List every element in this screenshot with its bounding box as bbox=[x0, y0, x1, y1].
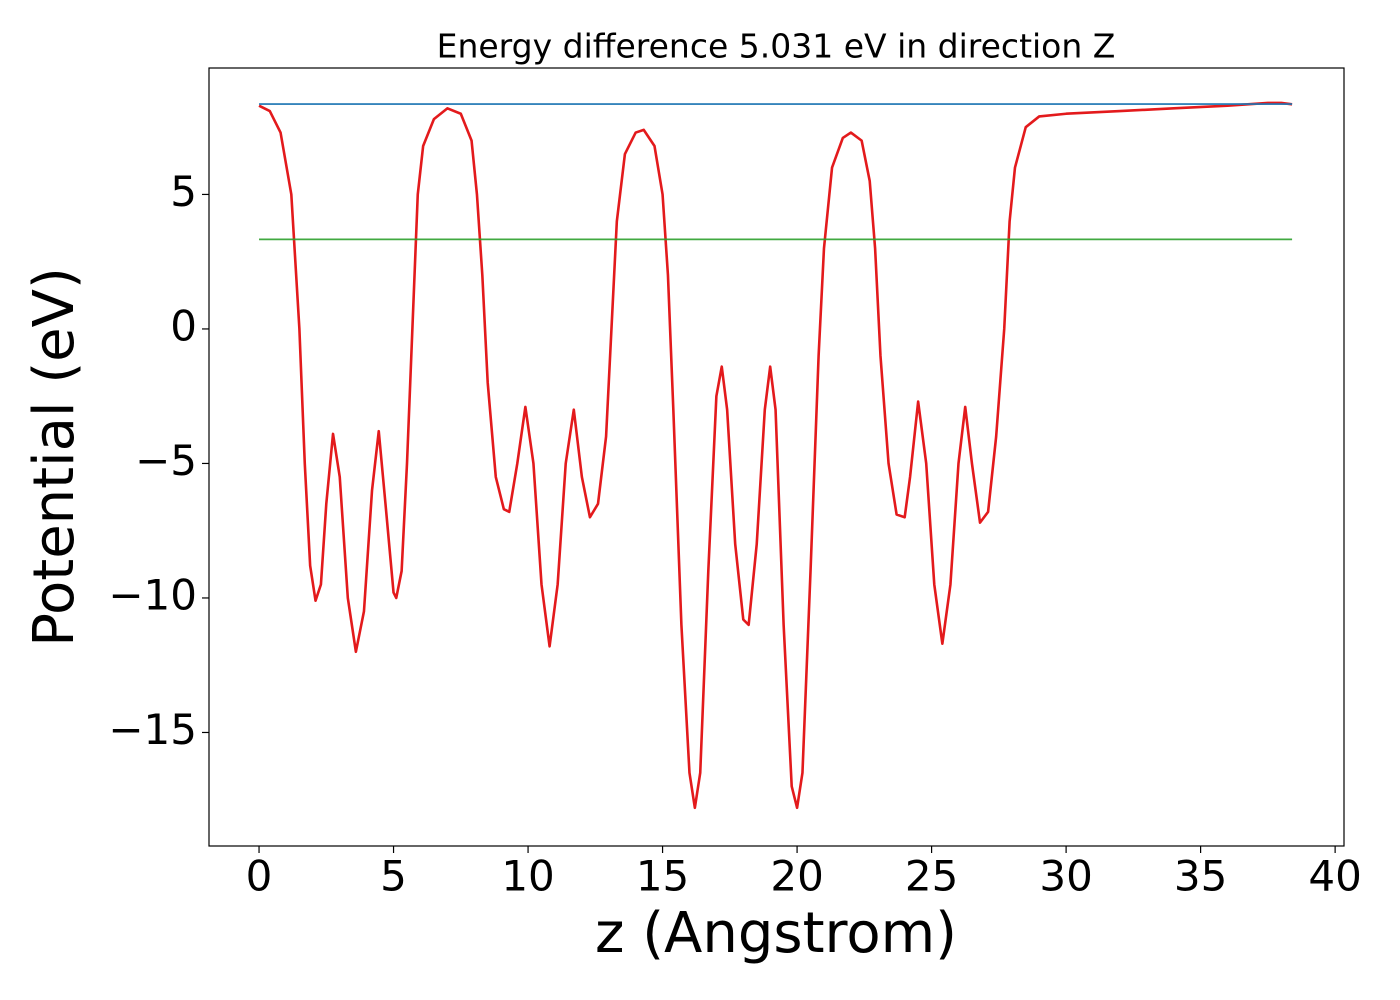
x-tick-label: 40 bbox=[1308, 852, 1361, 901]
y-tick-label: −5 bbox=[135, 436, 197, 485]
y-tick-label: −15 bbox=[108, 705, 197, 754]
x-tick-label: 30 bbox=[1039, 852, 1092, 901]
y-axis-label: Potential (eV) bbox=[22, 267, 87, 647]
x-tick-label: 25 bbox=[905, 852, 958, 901]
x-tick-label: 5 bbox=[380, 852, 407, 901]
x-axis-label: z (Angstrom) bbox=[595, 901, 957, 966]
y-tick-label: 5 bbox=[170, 167, 197, 216]
plot-frame bbox=[208, 67, 1345, 847]
x-tick-label: 35 bbox=[1174, 852, 1227, 901]
x-tick-label: 20 bbox=[770, 852, 823, 901]
line-series bbox=[258, 101, 1293, 810]
x-tick-label: 0 bbox=[246, 852, 273, 901]
x-tick-label: 15 bbox=[636, 852, 689, 901]
x-tick-label: 10 bbox=[501, 852, 554, 901]
y-tick-label: −10 bbox=[108, 570, 197, 619]
chart-title: Energy difference 5.031 eV in direction … bbox=[437, 27, 1116, 66]
y-tick-label: 0 bbox=[170, 301, 197, 350]
